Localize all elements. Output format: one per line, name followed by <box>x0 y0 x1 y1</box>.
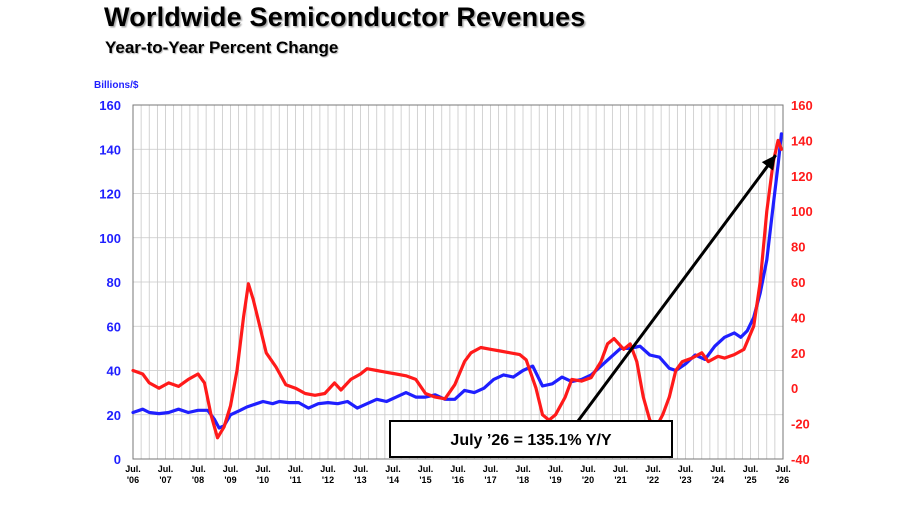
x-tick-month: Jul. <box>418 464 434 474</box>
x-tick-month: Jul. <box>743 464 759 474</box>
x-tick-year: '10 <box>257 475 269 485</box>
right-tick-label: 120 <box>791 169 813 184</box>
x-tick-year: '08 <box>192 475 204 485</box>
x-tick-month: Jul. <box>353 464 369 474</box>
x-tick-month: Jul. <box>158 464 174 474</box>
left-tick-label: 80 <box>107 275 121 290</box>
x-tick-year: '09 <box>224 475 236 485</box>
left-tick-label: 160 <box>99 98 121 113</box>
x-tick-month: Jul. <box>580 464 596 474</box>
x-tick-month: Jul. <box>223 464 239 474</box>
x-tick-month: Jul. <box>255 464 271 474</box>
x-tick-month: Jul. <box>483 464 499 474</box>
ticks: 0 20 40 60 80 100 120 140 160 -40 -20 0 20 40 60 80 100 1… <box>99 98 812 485</box>
annotation-box: July ’26 = 135.1% Y/Y <box>389 420 673 458</box>
x-tick-month: Jul. <box>710 464 726 474</box>
x-tick-year: '14 <box>387 475 399 485</box>
x-tick-year: '15 <box>419 475 431 485</box>
annotation-rect <box>389 420 673 458</box>
annotation-arrow <box>576 154 777 422</box>
right-tick-label: 160 <box>791 98 813 113</box>
x-tick-year: '17 <box>484 475 496 485</box>
x-tick-year: '23 <box>679 475 691 485</box>
series-lines <box>131 132 783 440</box>
x-tick-month: Jul. <box>288 464 304 474</box>
plot-frame <box>132 104 784 460</box>
x-tick-month: Jul. <box>613 464 629 474</box>
x-tick-month: Jul. <box>450 464 466 474</box>
x-tick-year: '20 <box>582 475 594 485</box>
x-tick-month: Jul. <box>548 464 564 474</box>
x-tick-month: Jul. <box>190 464 206 474</box>
right-tick-label: 60 <box>791 275 805 290</box>
x-tick-month: Jul. <box>385 464 401 474</box>
x-tick-month: Jul. <box>125 464 141 474</box>
x-tick-year: '18 <box>517 475 529 485</box>
x-tick-year: '19 <box>549 475 561 485</box>
right-tick-label: 0 <box>791 381 798 396</box>
right-tick-label: -20 <box>791 417 810 432</box>
x-tick-year: '22 <box>647 475 659 485</box>
x-tick-year: '07 <box>159 475 171 485</box>
right-tick-label: -40 <box>791 452 810 467</box>
right-tick-label: 20 <box>791 346 805 361</box>
x-tick-month: Jul. <box>645 464 661 474</box>
x-tick-year: '16 <box>452 475 464 485</box>
left-axis-label: Billions/$ <box>94 80 139 91</box>
x-tick-month: Jul. <box>320 464 336 474</box>
left-tick-label: 140 <box>99 142 121 157</box>
x-tick-year: '11 <box>290 475 302 485</box>
left-tick-label: 100 <box>99 231 121 246</box>
left-tick-label: 40 <box>107 364 121 379</box>
x-tick-month: Jul. <box>515 464 531 474</box>
left-tick-label: 120 <box>99 187 121 202</box>
x-tick-year: '06 <box>127 475 139 485</box>
x-tick-year: '12 <box>322 475 334 485</box>
right-tick-label: 40 <box>791 310 805 325</box>
yoy-change-line <box>131 138 783 440</box>
left-tick-label: 0 <box>114 452 121 467</box>
right-tick-label: 100 <box>791 204 813 219</box>
x-tick-year: '25 <box>744 475 756 485</box>
x-tick-year: '24 <box>712 475 724 485</box>
right-tick-label: 80 <box>791 240 805 255</box>
x-tick-month: Jul. <box>775 464 791 474</box>
x-tick-year: '21 <box>614 475 626 485</box>
chart-title: Worldwide Semiconductor Revenues <box>104 2 586 32</box>
left-tick-label: 20 <box>107 408 121 423</box>
arrow-head <box>761 155 776 171</box>
left-tick-label: 60 <box>107 319 121 334</box>
x-tick-year: '26 <box>777 475 789 485</box>
annotation-text: July ’26 = 135.1% Y/Y <box>450 432 611 449</box>
x-tick-month: Jul. <box>678 464 694 474</box>
axes <box>132 104 784 460</box>
right-tick-label: 140 <box>791 133 813 148</box>
arrow-shaft <box>576 154 777 422</box>
x-tick-year: '13 <box>354 475 366 485</box>
chart-subtitle: Year-to-Year Percent Change <box>105 38 339 57</box>
